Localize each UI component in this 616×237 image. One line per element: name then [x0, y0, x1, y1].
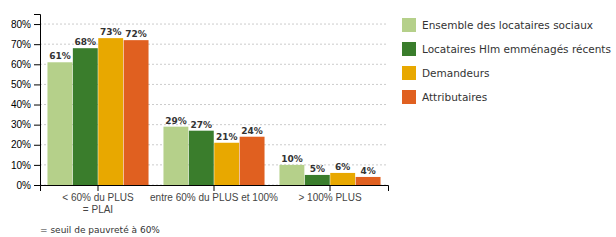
y-tick-label: 40% [11, 99, 31, 110]
y-axis-line [34, 15, 41, 186]
data-label: 6% [335, 162, 350, 172]
y-tick-mark [34, 185, 40, 186]
x-tick: entre 60% du PLUS et 100% [150, 185, 278, 203]
bar [240, 137, 265, 185]
y-tick-mark [34, 105, 40, 106]
y-tick-mark [34, 44, 40, 45]
data-label: 24% [241, 126, 263, 136]
y-tick: 30% [11, 119, 40, 130]
x-tick-label: < 60% du PLUS= PLAI [62, 192, 134, 215]
chart: 0%10%20%30%40%50%60%70%80%< 60% du PLUS=… [0, 0, 616, 237]
data-label: 73% [100, 27, 122, 37]
data-label: 21% [216, 132, 238, 142]
data-label: 27% [191, 120, 213, 130]
legend-item: Attributaires [402, 90, 487, 104]
x-tick-label: entre 60% du PLUS et 100% [150, 192, 278, 203]
x-tick-mark [330, 185, 331, 191]
y-tick-mark [34, 84, 40, 85]
x-tick: > 100% PLUS [298, 185, 361, 203]
bar [305, 175, 330, 185]
y-tick: 60% [11, 59, 40, 70]
x-tick-label-line: < 60% du PLUS [62, 192, 134, 203]
bars [47, 38, 380, 185]
bar [98, 38, 123, 185]
y-tick: 80% [11, 19, 40, 30]
legend-item: Demandeurs [402, 66, 489, 80]
y-tick: 20% [11, 139, 40, 150]
series [124, 40, 381, 185]
y-tick-label: 20% [11, 139, 31, 150]
y-tick-mark [34, 145, 40, 146]
bar [279, 165, 304, 185]
y-tick-label: 0% [17, 180, 32, 191]
grid-line [40, 24, 388, 25]
data-label: 10% [281, 154, 303, 164]
x-tick-mark [214, 185, 215, 191]
y-tick-mark [34, 64, 40, 65]
bar [330, 173, 355, 185]
legend-label: Ensemble des locataires sociaux [422, 19, 593, 31]
x-axis-line [41, 186, 389, 192]
legend-swatch [402, 90, 416, 104]
legend: Ensemble des locataires sociaux Locataire… [402, 18, 611, 104]
bar [356, 177, 381, 185]
bar [189, 131, 214, 185]
legend-item: Locataires Hlm emménagés récents [402, 42, 611, 56]
plot: 0% 10% 20% 30% 40% 50% 60% 70% 80% < 60% du PLUS=… [11, 15, 389, 216]
y-tick-mark [34, 125, 40, 126]
data-label: 72% [125, 29, 147, 39]
y-tick: 10% [11, 160, 40, 171]
legend-item: Ensemble des locataires sociaux [402, 18, 593, 32]
series [98, 38, 355, 185]
y-tick-label: 80% [11, 19, 31, 30]
y-tick-label: 70% [11, 39, 31, 50]
y-tick: 50% [11, 79, 40, 90]
x-tick-label: > 100% PLUS [298, 192, 361, 203]
data-labels: 61% 29% 10% 68% 27% 5% 73% 21% 6% 72% 24% 4% [49, 27, 376, 176]
y-tick: 40% [11, 99, 40, 110]
legend-label: Attributaires [422, 91, 487, 103]
bar [47, 62, 72, 185]
x-tick-label-line: = PLAI [83, 204, 113, 215]
data-label: 61% [49, 51, 71, 61]
bar [73, 48, 98, 185]
legend-swatch [402, 66, 416, 80]
data-label: 29% [165, 116, 187, 126]
data-label: 5% [310, 164, 325, 174]
data-label: 4% [360, 166, 375, 176]
legend-label: Locataires Hlm emménagés récents [422, 43, 611, 55]
y-tick-label: 60% [11, 59, 31, 70]
data-label: 68% [75, 37, 97, 47]
y-tick-mark [34, 24, 40, 25]
x-axis: < 60% du PLUS= PLAI entre 60% du PLUS et … [41, 185, 389, 215]
x-tick-mark [98, 185, 99, 191]
x-tick: < 60% du PLUS= PLAI [62, 185, 134, 215]
bar [163, 127, 188, 185]
y-tick: 70% [11, 39, 40, 50]
bar [214, 143, 239, 185]
y-tick: 0% [17, 180, 40, 191]
y-tick-label: 10% [11, 160, 31, 171]
y-axis: 0% 10% 20% 30% 40% 50% 60% 70% 80% [11, 15, 41, 191]
legend-swatch [402, 42, 416, 56]
footnote: = seuil de pauvreté à 60% [40, 225, 160, 235]
bar [124, 40, 149, 185]
x-tick-label-line: > 100% PLUS [298, 192, 361, 203]
y-tick-mark [34, 165, 40, 166]
grid [40, 24, 388, 185]
legend-swatch [402, 18, 416, 32]
legend-label: Demandeurs [422, 67, 489, 79]
y-tick-label: 50% [11, 79, 31, 90]
x-tick-label-line: entre 60% du PLUS et 100% [150, 192, 278, 203]
y-tick-label: 30% [11, 119, 31, 130]
